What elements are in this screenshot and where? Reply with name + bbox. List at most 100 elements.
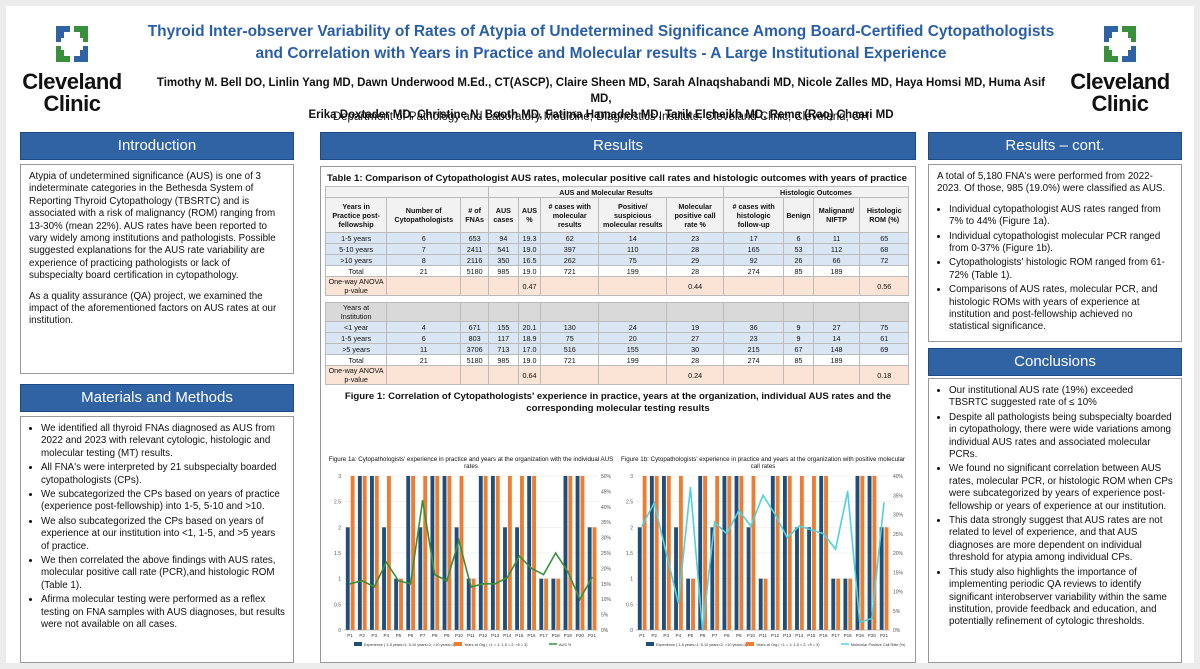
x-tick-label: P16: [527, 633, 536, 638]
table-cell: 397: [540, 243, 600, 255]
table-cell: [812, 302, 861, 322]
table-cell: 14: [598, 232, 668, 244]
experience-bar: [490, 476, 495, 630]
table-row: >5 years 11 3706 713 17.0 516 155 30 215 67 148 69: [324, 343, 909, 355]
experience-bar: [649, 476, 654, 630]
legend-label: Years at Org ( <1 = 1; 1-5 = 2; >5 = 3): [756, 643, 820, 647]
table-cell: One-way ANOVA p-value: [324, 365, 388, 385]
table-header-row: Years in Practice post-fellowship Number …: [324, 197, 909, 233]
y-tick-left: 2: [338, 525, 341, 531]
table-column-header: Positive/ suspicious molecular results: [598, 197, 668, 233]
table-cell: 85: [783, 354, 814, 366]
conclusions-list: Our institutional AUS rate (19%) exceede…: [937, 385, 1173, 629]
table-cell: 24: [598, 321, 668, 333]
years-at-org-bar: [411, 476, 416, 630]
table-cell: [812, 365, 861, 385]
table-cell: 94: [488, 232, 519, 244]
table-column-header: # cases with molecular results: [540, 197, 600, 233]
conclusions-box: Our institutional AUS rate (19%) exceede…: [928, 378, 1182, 663]
table-row: 1-5 years 6 653 94 19.3 62 14 23 17 6 11 65: [324, 232, 909, 244]
table-spacer-row: [326, 296, 909, 303]
table-cell: 2116: [460, 254, 490, 266]
table-cell: 72: [859, 254, 909, 266]
table-cell: 0.44: [666, 276, 724, 296]
y-tick-right: 10%: [601, 597, 612, 603]
methods-box: We identified all thyroid FNAs diagnosed…: [20, 416, 294, 663]
years-at-org-bar: [580, 476, 585, 630]
table-cell: 29: [666, 254, 724, 266]
years-at-org-bar: [423, 476, 428, 630]
rate-point: [774, 513, 776, 516]
table-cell: 21: [386, 354, 462, 366]
years-at-org-bar: [678, 476, 683, 630]
rate-point: [579, 598, 581, 600]
y-tick-right: 30%: [601, 536, 612, 542]
years-at-org-bar: [812, 476, 816, 630]
years-at-org-bar: [787, 476, 792, 630]
x-tick-label: P11: [467, 633, 475, 638]
table-cell: 721: [540, 354, 600, 366]
figure-1a-chart: Figure 1a: Cytopathologists' experience …: [326, 456, 616, 656]
introduction-box: Atypia of undetermined significance (AUS…: [20, 164, 294, 374]
table-cell: 3706: [460, 343, 490, 355]
table-cell: 112: [812, 243, 861, 255]
methods-header: Materials and Methods: [20, 384, 294, 412]
table-cell: 75: [859, 321, 909, 333]
table-cell: [460, 302, 490, 322]
table-cell: [540, 276, 600, 296]
experience-bar: [478, 476, 483, 630]
y-tick-right: 30%: [893, 513, 904, 519]
experience-bar: [770, 476, 775, 630]
legend-label: Years at Org ( <1 = 1; 1-5 = 2; >5 = 3): [464, 643, 528, 647]
legend-swatch: [454, 642, 462, 646]
table-cell: 92: [722, 254, 785, 266]
results-cont-header: Results – cont.: [928, 132, 1182, 160]
table-cell: 199: [598, 354, 668, 366]
table-cell: [859, 354, 909, 366]
list-item: Individual cytopathologist AUS rates ran…: [949, 204, 1173, 229]
rate-point: [530, 567, 533, 570]
table-column-header: Molecular positive call rate %: [666, 197, 724, 233]
legend-label: Molecular Positive Call Rate (%): [851, 643, 906, 647]
experience-bar: [430, 476, 435, 630]
table-cell: 19.0: [517, 354, 542, 366]
table-cell: 27: [666, 332, 724, 344]
y-tick-right: 40%: [601, 505, 612, 511]
chart-title: Figure 1a: Cytopathologists' experience …: [328, 456, 614, 470]
table-cell: 0.56: [859, 276, 909, 296]
table-cell: 274: [722, 265, 785, 277]
y-tick-left: 1.5: [334, 551, 341, 557]
table-column-header: Number of Cytopathologists: [386, 197, 462, 233]
experience-bar: [442, 476, 447, 630]
years-at-org-bar: [568, 476, 573, 630]
x-tick-label: P13: [783, 633, 792, 638]
y-tick-left: 2: [630, 525, 633, 531]
table-cell: [722, 365, 785, 385]
experience-bar: [855, 476, 860, 630]
experience-bar: [819, 476, 824, 630]
table-cell: [598, 276, 668, 296]
table-cell: [859, 302, 909, 322]
table-cell: 16.5: [517, 254, 542, 266]
poster: Cleveland Clinic Cleveland Clinic Thyroi…: [6, 6, 1194, 663]
rate-point: [506, 576, 509, 579]
table-cell: [783, 365, 814, 385]
table-cell: 6: [386, 332, 462, 344]
results-cont-box: A total of 5,180 FNA's were performed fr…: [928, 164, 1182, 342]
y-tick-right: 50%: [601, 474, 612, 480]
table-cell: 28: [666, 354, 724, 366]
cleveland-clinic-logo-left: Cleveland Clinic: [16, 26, 128, 115]
experience-bar: [418, 527, 423, 630]
table-spacer: [324, 186, 490, 198]
table-cell: 541: [488, 243, 519, 255]
table-cell: [488, 302, 519, 322]
years-at-org-bar: [544, 578, 549, 630]
table-cell: 0.24: [666, 365, 724, 385]
table-cell: [598, 302, 668, 322]
table-cell: Total: [324, 265, 388, 277]
x-tick-label: P7: [712, 633, 718, 638]
logo-line2: Clinic: [43, 91, 101, 116]
rate-point: [858, 621, 861, 624]
years-at-org-bar: [666, 476, 671, 630]
table-cell: 20: [598, 332, 668, 344]
